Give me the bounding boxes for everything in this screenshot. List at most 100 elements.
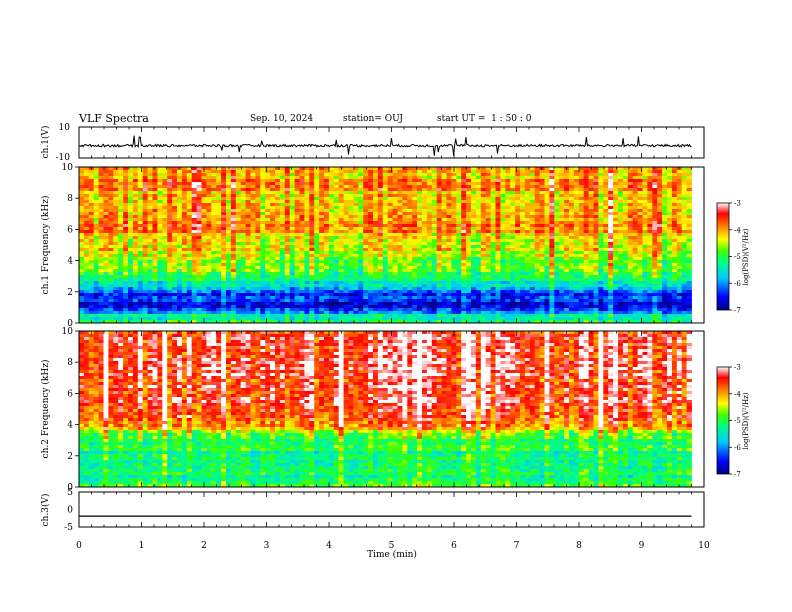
spectrogram-cell — [338, 278, 344, 282]
spectrogram-cell — [603, 167, 609, 171]
spectrogram-cell — [221, 212, 227, 216]
spectrogram-cell — [402, 176, 408, 180]
spectrogram-cell — [667, 194, 673, 198]
spectrogram-cell — [162, 230, 168, 234]
spectrogram-cell — [118, 257, 124, 261]
spectrogram-cell — [681, 260, 687, 264]
spectrogram-cell — [309, 200, 315, 204]
spectrogram-cell — [529, 239, 536, 243]
spectrogram-cell — [137, 230, 144, 234]
spectrogram-cell — [309, 170, 315, 174]
spectrogram-cell — [549, 251, 555, 255]
spectrogram-cell — [524, 182, 531, 186]
spectrogram-cell — [632, 209, 638, 213]
spectrogram-cell — [662, 248, 668, 252]
spectrogram-cell — [647, 212, 653, 216]
spectrogram-cell — [466, 215, 472, 219]
spectrogram-cell — [583, 257, 589, 261]
spectrogram-cell — [676, 227, 683, 231]
spectrogram-cell — [324, 278, 330, 282]
spectrogram-cell — [270, 227, 276, 231]
spectrogram-cell — [157, 179, 163, 183]
spectrogram-cell — [93, 209, 99, 213]
spectrogram-cell — [642, 254, 648, 258]
spectrogram-cell — [142, 200, 148, 204]
spectrogram-cell — [431, 224, 438, 228]
spectrogram-cell — [647, 266, 653, 270]
spectrogram-cell — [240, 173, 246, 177]
spectrogram-cell — [397, 266, 403, 270]
spectrogram-cell — [549, 173, 555, 177]
spectrogram-cell — [142, 260, 148, 264]
spectrogram-cell — [216, 266, 222, 270]
spectrogram-cell — [544, 269, 550, 273]
spectrogram-cell — [172, 278, 178, 282]
spectrogram-cell — [436, 272, 442, 276]
spectrogram-cell — [471, 203, 477, 207]
spectrogram-cell — [392, 248, 398, 252]
spectrogram-cell — [240, 197, 246, 201]
spectrogram-cell — [157, 263, 163, 267]
spectrogram-cell — [603, 224, 609, 228]
spectrogram-cell — [676, 266, 683, 270]
spectrogram-cell — [637, 242, 643, 246]
spectrogram-cell — [137, 269, 144, 273]
spectrogram-cell — [270, 239, 276, 243]
spectrogram-cell — [368, 197, 374, 201]
spectrogram-cell — [304, 230, 310, 234]
spectrogram-cell — [583, 266, 589, 270]
spectrogram-cell — [235, 194, 242, 198]
spectrogram-cell — [98, 242, 104, 246]
spectrogram-cell — [667, 206, 673, 210]
spectrogram-cell — [304, 263, 310, 267]
spectrogram-cell — [132, 227, 139, 231]
spectrogram-cell — [534, 272, 540, 276]
spectrogram-cell — [671, 170, 678, 174]
spectrogram-cell — [196, 206, 202, 210]
spectrogram-cell — [206, 272, 212, 276]
spectrogram-cell — [431, 233, 438, 237]
spectrogram-cell — [510, 248, 516, 252]
spectrogram-cell — [642, 212, 648, 216]
spectrogram-cell — [240, 254, 246, 258]
spectrogram-cell — [260, 272, 266, 276]
spectrogram-cell — [260, 188, 266, 192]
spectrogram-cell — [475, 209, 482, 213]
spectrogram-cell — [402, 173, 408, 177]
spectrogram-cell — [79, 218, 85, 222]
spectrogram-cell — [328, 218, 335, 222]
spectrogram-cell — [583, 269, 589, 273]
spectrogram-cell — [368, 191, 374, 195]
spectrogram-cell — [426, 209, 433, 213]
spectrogram-cell — [480, 275, 487, 279]
spectrogram-cell — [676, 176, 683, 180]
spectrogram-cell — [618, 203, 624, 207]
spectrogram-cell — [113, 167, 119, 171]
spectrogram-cell — [167, 200, 173, 204]
spectrogram-cell — [377, 167, 384, 171]
spectrogram-cell — [289, 215, 295, 219]
spectrogram-cell — [647, 275, 653, 279]
spectrogram-cell — [632, 188, 638, 192]
spectrogram-cell — [466, 188, 472, 192]
spectrogram-cell — [368, 281, 374, 285]
spectrogram-cell — [279, 167, 286, 171]
spectrogram-cell — [157, 239, 163, 243]
spectrogram-cell — [255, 215, 261, 219]
spectrogram-cell — [152, 191, 158, 195]
spectrogram-cell — [93, 167, 99, 171]
spectrogram-cell — [373, 191, 379, 195]
spectrogram-cell — [275, 260, 281, 264]
spectrogram-cell — [123, 275, 129, 279]
spectrogram-cell — [642, 179, 648, 183]
spectrogram-cell — [358, 263, 364, 267]
spectrogram-cell — [88, 242, 95, 246]
spectrogram-cell — [201, 197, 207, 201]
spectrogram-cell — [456, 281, 462, 285]
spectrogram-cell — [647, 236, 653, 240]
spectrogram-cell — [475, 269, 482, 273]
spectrogram-cell — [172, 173, 178, 177]
spectrogram-cell — [79, 266, 85, 270]
spectrogram-cell — [299, 194, 305, 198]
spectrogram-cell — [559, 212, 565, 216]
